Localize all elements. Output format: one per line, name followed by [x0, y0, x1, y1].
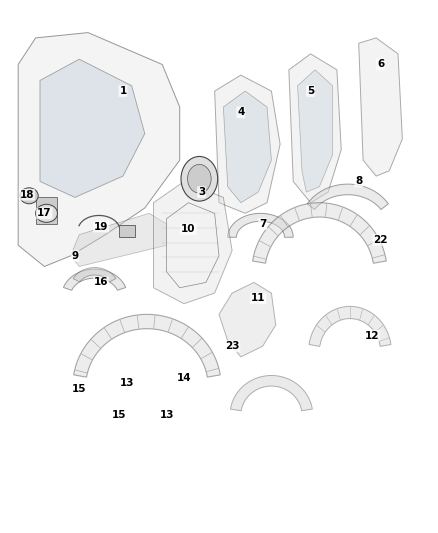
Text: 23: 23	[225, 341, 239, 351]
Text: 13: 13	[120, 378, 134, 389]
Ellipse shape	[20, 188, 38, 204]
Text: 17: 17	[37, 208, 52, 219]
Polygon shape	[307, 184, 389, 209]
Polygon shape	[153, 181, 232, 304]
Polygon shape	[309, 306, 391, 346]
Polygon shape	[74, 314, 220, 377]
Text: 8: 8	[355, 176, 362, 187]
Bar	[119, 224, 135, 237]
Text: 19: 19	[94, 222, 108, 232]
Polygon shape	[359, 38, 403, 176]
Text: 10: 10	[181, 224, 196, 235]
Polygon shape	[40, 59, 145, 197]
Text: 12: 12	[364, 330, 379, 341]
Text: 7: 7	[259, 219, 266, 229]
Polygon shape	[297, 70, 332, 192]
Text: 1: 1	[119, 86, 127, 96]
Text: 6: 6	[377, 60, 384, 69]
Text: 16: 16	[94, 278, 108, 287]
Text: 13: 13	[159, 410, 174, 421]
Text: 15: 15	[111, 410, 126, 421]
Polygon shape	[253, 203, 386, 263]
Polygon shape	[223, 91, 272, 203]
Polygon shape	[228, 213, 293, 237]
Text: 9: 9	[71, 251, 78, 261]
Text: 14: 14	[177, 373, 191, 383]
Text: 15: 15	[72, 384, 87, 394]
Circle shape	[187, 165, 211, 193]
Text: 18: 18	[20, 190, 34, 200]
Polygon shape	[289, 54, 341, 203]
Ellipse shape	[35, 204, 57, 222]
Polygon shape	[230, 376, 312, 411]
Text: 3: 3	[198, 187, 205, 197]
Text: 22: 22	[373, 235, 388, 245]
Polygon shape	[18, 33, 180, 266]
Polygon shape	[219, 282, 276, 357]
Polygon shape	[71, 213, 166, 266]
Polygon shape	[64, 269, 126, 290]
Polygon shape	[73, 268, 116, 282]
Text: 5: 5	[307, 86, 314, 96]
Polygon shape	[35, 197, 57, 224]
Text: 4: 4	[237, 107, 244, 117]
Text: 11: 11	[251, 293, 265, 303]
Polygon shape	[215, 75, 280, 213]
Circle shape	[181, 157, 218, 201]
